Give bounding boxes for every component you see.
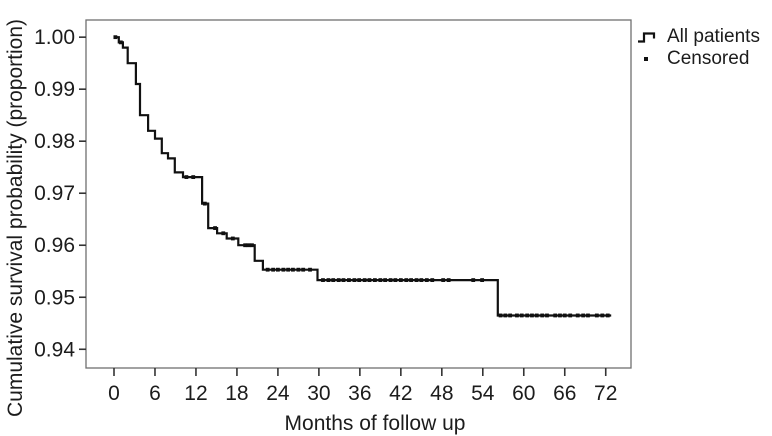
censored-marker <box>441 278 446 282</box>
x-tick-label: 42 <box>389 382 412 405</box>
censored-marker <box>600 313 605 318</box>
censored-marker <box>480 278 485 282</box>
censored-marker <box>540 313 545 318</box>
censored-marker <box>383 278 388 282</box>
censored-marker <box>250 243 254 248</box>
x-tick-label: 36 <box>348 382 371 405</box>
y-tick-label: 0.97 <box>34 182 75 205</box>
y-tick-label: 0.94 <box>34 338 75 361</box>
x-tick-label: 0 <box>108 382 120 405</box>
survival-step-line <box>114 36 612 317</box>
censored-marker <box>378 278 383 282</box>
censored-marker <box>213 226 217 230</box>
y-axis-title: Cumulative survival probability (proport… <box>4 19 27 417</box>
censored-marker <box>367 278 372 282</box>
censored-marker <box>291 267 295 272</box>
x-tick-label: 54 <box>471 382 495 405</box>
y-tick-label: 0.99 <box>34 78 75 101</box>
censored-marker <box>446 278 451 282</box>
censored-marker <box>276 267 280 272</box>
x-tick-label: 6 <box>149 382 161 405</box>
censored-marker <box>558 313 562 318</box>
censored-marker <box>568 313 573 318</box>
censored-marker <box>118 40 123 45</box>
censored-marker <box>265 267 270 272</box>
censored-marker <box>221 231 226 236</box>
censored-marker <box>372 278 377 282</box>
censored-marker <box>519 313 524 318</box>
x-tick-label: 18 <box>225 382 248 405</box>
censored-marker <box>498 313 503 318</box>
censored-marker <box>357 278 362 282</box>
censored-marker <box>419 278 424 282</box>
censored-marker <box>202 201 207 206</box>
censored-marker <box>530 313 534 318</box>
step-line-icon <box>637 28 663 46</box>
censored-marker <box>409 278 413 282</box>
censored-marker <box>321 278 325 282</box>
censored-marker <box>575 313 580 318</box>
censored-marker <box>308 267 312 272</box>
x-tick-label: 30 <box>307 382 330 405</box>
censored-marker <box>525 313 530 318</box>
legend-label-censored: Censored <box>667 48 750 69</box>
x-tick-label: 48 <box>430 382 453 405</box>
censored-marker <box>286 267 291 272</box>
censored-marker <box>331 278 336 282</box>
x-tick-label: 72 <box>594 382 617 405</box>
censored-marker <box>362 278 367 282</box>
censored-marker <box>471 278 476 282</box>
censored-marker <box>503 313 508 318</box>
censored-marker <box>398 278 403 282</box>
censored-marker <box>404 278 409 282</box>
x-tick-label: 24 <box>266 382 290 405</box>
legend-item-all-patients: All patients <box>637 26 760 48</box>
censored-marker <box>393 278 398 282</box>
x-axis-title: Months of follow up <box>284 412 466 435</box>
x-tick-label: 12 <box>184 382 207 405</box>
y-tick-label: 0.96 <box>34 234 75 257</box>
censored-marker <box>586 313 590 318</box>
censored-marker <box>243 243 248 248</box>
dot-icon <box>637 50 663 68</box>
censored-marker <box>191 175 196 179</box>
censored-marker <box>553 313 558 318</box>
legend-label-all-patients: All patients <box>667 26 760 47</box>
legend: All patients Censored <box>637 26 760 70</box>
censored-marker <box>534 313 539 318</box>
censored-marker <box>515 313 519 318</box>
censored-marker <box>605 313 610 318</box>
censored-marker <box>113 35 118 40</box>
censored-marker <box>424 278 429 282</box>
censored-marker <box>430 278 435 282</box>
censored-marker <box>352 278 357 282</box>
censored-marker <box>508 313 513 318</box>
censored-marker <box>581 313 586 318</box>
censored-marker <box>326 278 331 282</box>
x-tick-label: 60 <box>512 382 535 405</box>
censored-marker <box>271 267 276 272</box>
x-tick-label: 66 <box>553 382 576 405</box>
y-tick-label: 1.00 <box>34 26 75 49</box>
censored-marker <box>184 175 189 179</box>
censored-marker <box>301 267 306 272</box>
censored-marker <box>281 267 286 272</box>
censored-marker <box>341 278 346 282</box>
censored-marker <box>545 313 549 318</box>
censored-marker <box>388 278 393 282</box>
censored-marker <box>414 278 419 282</box>
censored-marker <box>594 313 599 318</box>
censored-marker <box>230 236 235 241</box>
censored-marker <box>562 313 567 318</box>
censored-marker <box>246 243 251 248</box>
censored-marker <box>336 278 341 282</box>
legend-item-censored: Censored <box>637 48 760 70</box>
censored-marker <box>347 278 351 282</box>
y-tick-label: 0.95 <box>34 286 75 309</box>
y-tick-label: 0.98 <box>34 130 75 153</box>
censored-marker <box>296 267 301 272</box>
